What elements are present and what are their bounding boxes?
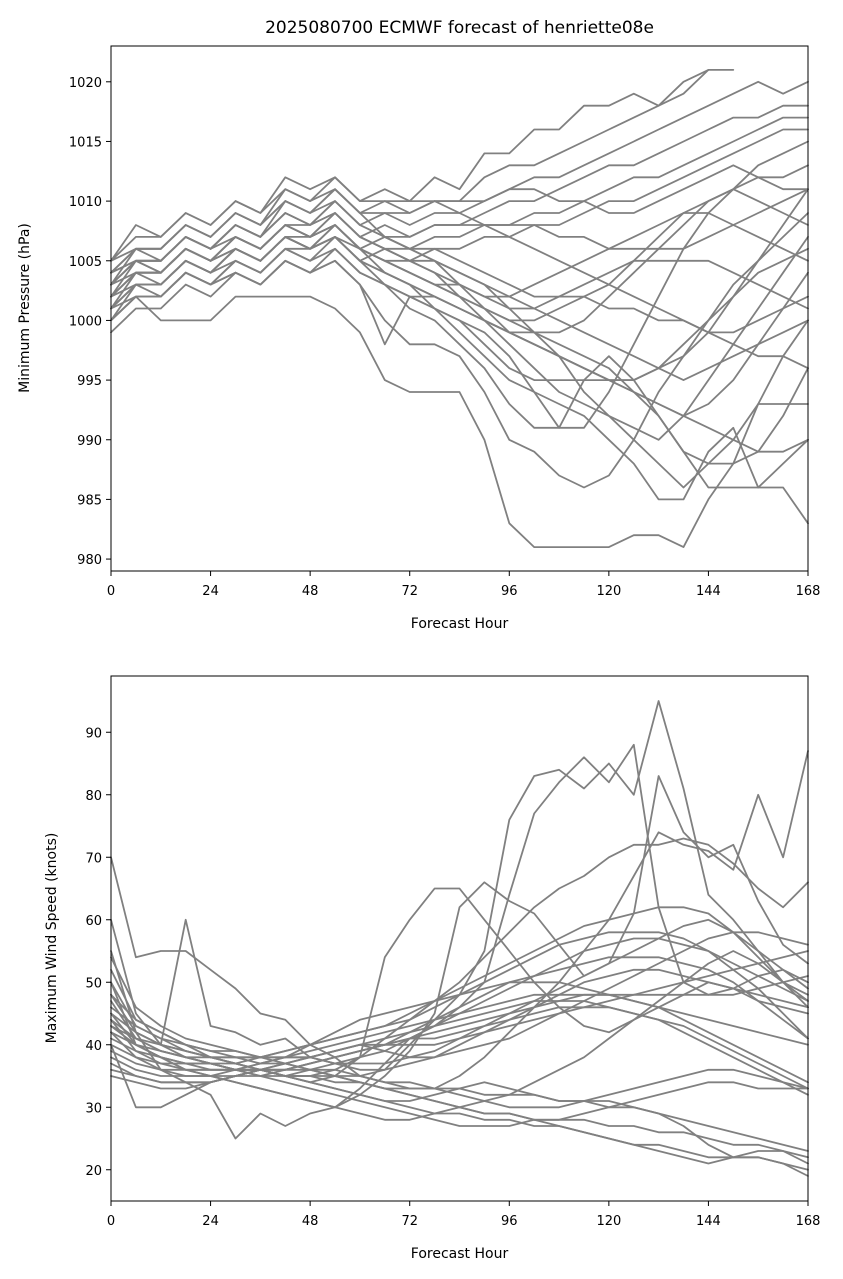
wind-y-tick-label: 90 <box>85 726 102 741</box>
pressure-series-line-25 <box>110 236 809 465</box>
wind-y-tick-label: 70 <box>85 851 102 866</box>
pressure-series-line-7 <box>110 295 809 548</box>
chart-title: 2025080700 ECMWF forecast of henriette08… <box>265 18 654 38</box>
wind-series-line-18 <box>110 968 809 1109</box>
wind-series-line-19 <box>110 956 809 1152</box>
wind-series-line-11 <box>110 968 809 1077</box>
wind-y-tick-label: 50 <box>85 976 102 991</box>
pressure-series-line-20 <box>110 200 809 370</box>
pressure-series-group <box>110 69 809 548</box>
wind-series-line-25 <box>110 931 809 1065</box>
pressure-x-tick-label: 120 <box>596 584 621 599</box>
pressure-x-tick-label: 168 <box>796 584 821 599</box>
pressure-series-line-23 <box>110 212 809 298</box>
wind-series-line-27 <box>110 950 809 1121</box>
pressure-x-tick-label: 96 <box>501 584 518 599</box>
wind-series-line-22 <box>110 906 809 1059</box>
pressure-x-tick-label: 144 <box>696 584 721 599</box>
wind-x-tick-label: 24 <box>202 1214 219 1229</box>
wind-panel: 0 24 48 72 96 120 144 168 20 30 40 50 60 70 80 90 Forec… <box>44 675 820 1262</box>
wind-y-tick-label: 20 <box>85 1164 102 1179</box>
pressure-axes-frame <box>110 45 809 572</box>
wind-y-tick-label: 40 <box>85 1039 102 1054</box>
pressure-y-tick-label: 1015 <box>69 135 102 150</box>
pressure-y-tick-label: 995 <box>77 374 102 389</box>
pressure-x-tick-label: 0 <box>107 584 115 599</box>
wind-y-tick-label: 60 <box>85 914 102 929</box>
pressure-panel: 2025080700 ECMWF forecast of henriette08… <box>17 18 820 632</box>
wind-series-line-14 <box>110 993 809 1084</box>
pressure-y-tick-label: 990 <box>77 434 102 449</box>
wind-series-line-7 <box>110 1012 809 1165</box>
pressure-y-tick-label: 985 <box>77 493 102 508</box>
wind-x-axis-label: Forecast Hour <box>411 1246 509 1262</box>
wind-x-tick-label: 120 <box>596 1214 621 1229</box>
wind-y-tick-label: 80 <box>85 789 102 804</box>
pressure-y-tick-label: 1020 <box>69 76 102 91</box>
wind-series-line-1 <box>110 750 809 1090</box>
wind-series-line-20 <box>110 918 809 1065</box>
pressure-series-line-27 <box>110 259 809 453</box>
pressure-ticks-group: 0 24 48 72 96 120 144 168 980 985 990 995 1000 1005 10… <box>69 76 821 599</box>
wind-series-group <box>110 700 809 1177</box>
pressure-y-tick-label: 1010 <box>69 195 102 210</box>
wind-y-tick-label: 30 <box>85 1101 102 1116</box>
pressure-y-tick-label: 980 <box>77 553 102 568</box>
pressure-y-axis-label: Minimum Pressure (hPa) <box>17 223 33 393</box>
pressure-y-tick-label: 1000 <box>69 314 102 329</box>
wind-x-tick-label: 168 <box>796 1214 821 1229</box>
pressure-series-line-21 <box>110 188 809 274</box>
pressure-y-tick-label: 1005 <box>69 255 102 270</box>
wind-series-line-24 <box>110 975 809 1077</box>
wind-x-tick-label: 72 <box>401 1214 418 1229</box>
wind-x-tick-label: 48 <box>302 1214 319 1229</box>
pressure-x-tick-label: 72 <box>401 584 418 599</box>
wind-ticks-group: 0 24 48 72 96 120 144 168 20 30 40 50 60 70 80 90 <box>85 726 820 1229</box>
pressure-x-axis-label: Forecast Hour <box>411 616 509 632</box>
wind-x-tick-label: 96 <box>501 1214 518 1229</box>
pressure-series-line-22 <box>110 164 809 262</box>
pressure-series-line-26 <box>110 188 809 381</box>
wind-axes-frame <box>110 675 809 1202</box>
wind-x-tick-label: 144 <box>696 1214 721 1229</box>
wind-y-axis-label: Maximum Wind Speed (knots) <box>44 833 60 1044</box>
pressure-x-tick-label: 24 <box>202 584 219 599</box>
wind-x-tick-label: 0 <box>107 1214 115 1229</box>
pressure-x-tick-label: 48 <box>302 584 319 599</box>
